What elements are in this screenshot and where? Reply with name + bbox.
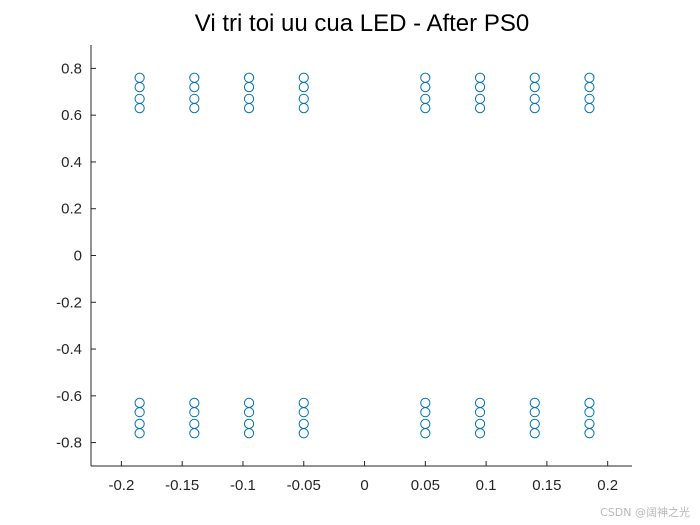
data-point [474,428,486,439]
data-point [420,103,431,114]
y-tick-label: -0.2 [56,294,82,311]
x-tick-label: 0.05 [411,477,440,494]
data-point [529,82,540,93]
data-point [529,103,540,114]
data-point [420,407,431,418]
data-markers [134,72,595,439]
y-tick-label: 0.2 [61,201,82,218]
y-tick-label: -0.4 [56,341,82,358]
data-point [134,103,145,114]
plot-area [91,45,632,466]
data-point [529,407,540,418]
x-tick-label: 0.1 [476,477,497,494]
data-point [584,103,595,114]
data-point [134,407,145,418]
data-point [243,103,255,114]
x-tick-label: 0 [360,477,368,494]
y-tick-label: -0.8 [56,435,82,452]
data-point [420,428,431,439]
data-point [243,82,255,93]
y-tick-label: 0 [74,248,82,265]
x-tick-label: 0.15 [532,477,561,494]
data-point [420,82,431,93]
data-point [298,428,309,439]
y-tick-label: 0.8 [61,60,82,77]
x-tick-label: -0.05 [287,477,321,494]
data-point [189,103,200,114]
data-point [243,407,255,418]
data-point [584,407,595,418]
y-tick-label: -0.6 [56,388,82,405]
data-point [298,407,309,418]
data-point [584,428,595,439]
chart-title: Vi tri toi uu cua LED - After PS0 [195,10,529,37]
data-point [134,428,145,439]
data-point [529,428,540,439]
data-point [243,428,255,439]
y-tick-label: 0.4 [61,154,82,171]
y-tick-label: 0.6 [61,107,82,124]
data-point [298,82,309,93]
data-point [134,82,145,93]
data-point [189,407,200,418]
x-tick-label: -0.2 [108,477,134,494]
data-point [189,82,200,93]
data-point [298,103,309,114]
data-point [474,82,486,93]
data-point [584,82,595,93]
watermark: CSDN @阔神之光 [600,505,690,519]
axes: -0.2 -0.15 -0.1 -0.05 0 0.05 0.1 0.15 0.2 0.8 0.6 0… [56,45,632,494]
data-point [474,103,486,114]
data-point [189,428,200,439]
x-tick-label: 0.2 [597,477,618,494]
x-tick-label: -0.1 [230,477,256,494]
plot-background [91,45,632,466]
x-tick-label: -0.15 [165,477,199,494]
data-point [474,407,486,418]
